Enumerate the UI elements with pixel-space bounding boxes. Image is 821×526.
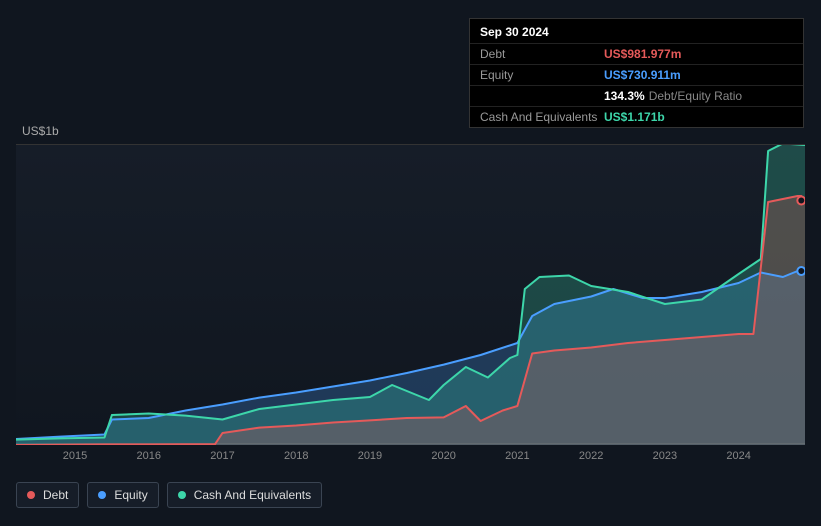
tooltip-row-cash: Cash And Equivalents US$1.171b [470,106,803,127]
legend-label-equity: Equity [114,488,147,502]
tooltip-box: Sep 30 2024 Debt US$981.977m Equity US$7… [469,18,804,128]
tooltip-label-debt: Debt [480,47,604,61]
legend-label-debt: Debt [43,488,68,502]
tooltip-value-cash: US$1.171b [604,110,665,124]
legend-item-equity[interactable]: Equity [87,482,158,508]
legend-item-cash[interactable]: Cash And Equivalents [167,482,322,508]
legend-dot-debt [27,491,35,499]
tooltip-value-ratio: 134.3% Debt/Equity Ratio [604,89,742,103]
tooltip-value-debt: US$981.977m [604,47,681,61]
tooltip-row-ratio: 134.3% Debt/Equity Ratio [470,85,803,106]
x-tick: 2017 [210,450,234,462]
chart-svg [16,145,805,445]
x-tick: 2018 [284,450,308,462]
legend-item-debt[interactable]: Debt [16,482,79,508]
tooltip-value-equity: US$730.911m [604,68,681,82]
legend-dot-cash [178,491,186,499]
x-tick: 2020 [431,450,455,462]
tooltip-row-equity: Equity US$730.911m [470,64,803,85]
x-tick: 2015 [63,450,87,462]
legend-dot-equity [98,491,106,499]
ratio-sublabel: Debt/Equity Ratio [649,89,742,103]
x-tick: 2024 [726,450,750,462]
tooltip-row-debt: Debt US$981.977m [470,43,803,64]
x-tick: 2021 [505,450,529,462]
tooltip-label-cash: Cash And Equivalents [480,110,604,124]
tooltip-label-equity: Equity [480,68,604,82]
ratio-percent: 134.3% [604,89,645,103]
tooltip-date: Sep 30 2024 [470,19,803,43]
x-tick: 2022 [579,450,603,462]
legend: Debt Equity Cash And Equivalents [16,482,322,508]
legend-label-cash: Cash And Equivalents [194,488,311,502]
x-tick: 2023 [653,450,677,462]
chart-plot[interactable] [16,144,805,444]
x-tick: 2016 [136,450,160,462]
tooltip-label-ratio [480,89,604,103]
x-tick: 2019 [358,450,382,462]
y-axis-label-top: US$1b [22,124,59,138]
x-axis: 2015 2016 2017 2018 2019 2020 2021 2022 2023 2024 [16,450,805,464]
